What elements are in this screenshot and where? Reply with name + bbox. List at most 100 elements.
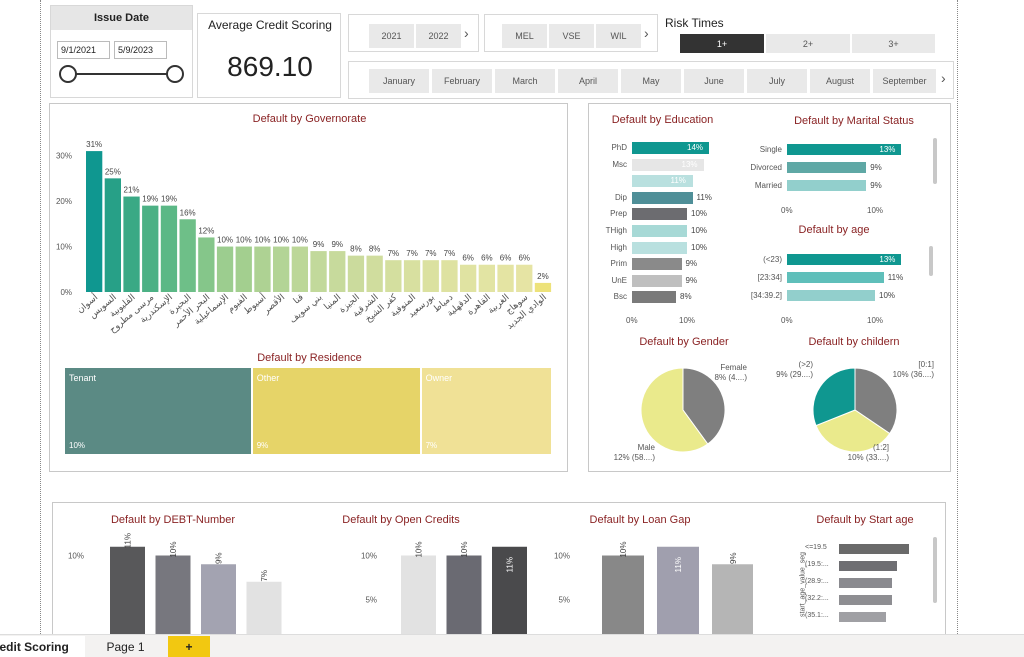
residence-cell-value: 10% <box>69 441 86 450</box>
month-june-button[interactable]: June <box>684 69 745 93</box>
marital-data-label: 9% <box>870 181 882 190</box>
education-data-label: 10% <box>691 209 708 219</box>
report-canvas <box>40 0 958 640</box>
start-age-bar <box>839 595 892 605</box>
start-age-bar <box>839 612 886 622</box>
loan-gap-ytick: 5% <box>558 595 570 604</box>
month-july-button[interactable]: July <box>747 69 808 93</box>
month-january-button[interactable]: January <box>369 69 430 93</box>
code-wil-button[interactable]: WIL <box>596 24 642 48</box>
education-data-label: 9% <box>685 275 698 285</box>
governorate-bar <box>198 237 215 292</box>
risk-times-slicer: Risk Times 1+ 2+ 3+ <box>664 14 954 54</box>
education-bar <box>632 274 682 287</box>
month-february-button[interactable]: February <box>432 69 493 93</box>
kpi-title: Average Credit Scoring <box>208 18 332 32</box>
month-april-button[interactable]: April <box>558 69 619 93</box>
marital-scrollbar[interactable] <box>933 138 937 184</box>
governorate-bar <box>497 264 514 292</box>
residence-cell-tenant: Tenant 10% <box>65 368 251 454</box>
governorate-bar <box>366 255 383 292</box>
risk-3-button[interactable]: 3+ <box>852 34 936 53</box>
year-2021-button[interactable]: 2021 <box>369 24 415 48</box>
residence-cell-value: 9% <box>256 441 269 450</box>
debt-number-data-label: 9% <box>215 552 224 564</box>
add-page-button[interactable]: + <box>168 636 210 657</box>
governorate-data-label: 7% <box>388 249 400 258</box>
tab-page-1[interactable]: Page 1 <box>88 636 163 657</box>
age-scrollbar[interactable] <box>929 246 933 276</box>
governorate-data-label: 10% <box>217 236 233 245</box>
date-range-start-handle[interactable] <box>59 65 77 83</box>
debt-number-bar <box>246 581 282 643</box>
education-category: Bsc <box>613 292 627 302</box>
age-category: (<23) <box>763 255 782 264</box>
risk-2-button[interactable]: 2+ <box>766 34 851 53</box>
marital-category: Married <box>754 181 782 190</box>
start-date-input[interactable]: 9/1/2021 <box>57 41 110 59</box>
month-may-button[interactable]: May <box>621 69 682 93</box>
education-category: THigh <box>605 226 627 235</box>
education-bar <box>632 225 687 237</box>
month-september-button[interactable]: September <box>873 69 937 93</box>
governorate-data-label: 7% <box>444 249 456 258</box>
education-data-label: 11% <box>670 176 686 186</box>
children-slice-label: 9% (29....) <box>776 370 813 379</box>
education-category: PhD <box>611 143 627 152</box>
open-credits-ytick: 5% <box>365 595 377 604</box>
governorate-data-label: 12% <box>198 226 214 235</box>
month-august-button[interactable]: August <box>810 69 871 93</box>
governorate-ytick: 10% <box>56 243 72 252</box>
education-bar <box>632 175 693 188</box>
education-xtick: 0% <box>626 316 638 325</box>
loan-gap-ytick: 10% <box>554 552 570 561</box>
debt-number-ytick: 10% <box>68 552 84 561</box>
year-scroll-right-icon[interactable]: › <box>464 25 469 41</box>
governorate-bar <box>385 260 402 292</box>
debt-number-title: Default by DEBT-Number <box>110 514 236 526</box>
governorate-data-label: 19% <box>142 195 158 204</box>
month-scroll-right-icon[interactable]: › <box>941 70 946 86</box>
governorate-ytick: 30% <box>56 152 72 161</box>
governorate-data-label: 6% <box>481 254 493 263</box>
year-2022-button[interactable]: 2022 <box>416 24 462 48</box>
residence-cell-value: 7% <box>425 441 438 450</box>
marital-xtick: 0% <box>781 206 793 215</box>
code-vse-button[interactable]: VSE <box>549 24 595 48</box>
gender-slice-label: 8% (4....) <box>715 373 748 382</box>
age-bar <box>787 290 875 301</box>
tab-credit-scoring[interactable]: Credit Scoring <box>0 636 85 657</box>
end-date-input[interactable]: 5/9/2023 <box>114 41 167 59</box>
loan-gap-data-label: 10% <box>619 541 628 557</box>
loan-gap-bar <box>602 555 644 643</box>
page-tab-bar <box>0 634 1024 657</box>
governorate-bar <box>460 264 477 292</box>
code-mel-button[interactable]: MEL <box>502 24 548 48</box>
governorate-bar <box>516 264 533 292</box>
start-age-bar <box>839 561 898 571</box>
issue-date-slicer: Issue Date 9/1/2021 5/9/2023 <box>50 5 193 98</box>
age-data-label: 13% <box>879 255 896 264</box>
tab-page-1-label: Page 1 <box>106 639 145 654</box>
gender-slice-name: Female <box>720 363 747 372</box>
education-title: Default by Education <box>611 114 714 126</box>
children-slice-label: 10% (33....) <box>848 453 890 462</box>
governorate-data-label: 10% <box>254 236 270 245</box>
month-march-button[interactable]: March <box>495 69 556 93</box>
start-age-scrollbar[interactable] <box>933 537 937 603</box>
date-range-end-handle[interactable] <box>166 65 184 83</box>
education-bar <box>632 258 682 271</box>
age-bar <box>787 254 902 265</box>
age-xtick: 0% <box>781 316 793 325</box>
debt-number-data-label: 11% <box>124 533 133 548</box>
age-bar <box>787 272 884 283</box>
risk-1-button[interactable]: 1+ <box>680 34 765 53</box>
code-scroll-right-icon[interactable]: › <box>644 25 649 41</box>
start-age-category: (28.9:... <box>805 578 829 585</box>
debt-number-bar <box>110 546 145 643</box>
education-category: Dip <box>614 192 627 202</box>
governorate-bar <box>86 151 103 292</box>
marital-bar <box>787 162 867 173</box>
children-title: Default by childern <box>808 336 900 348</box>
governorate-bar <box>160 205 178 292</box>
